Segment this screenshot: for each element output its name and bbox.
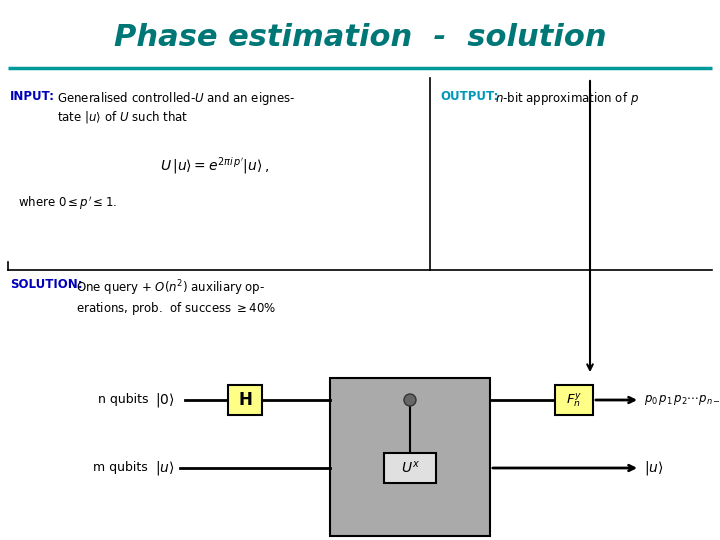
Bar <box>330 378 490 536</box>
Text: $U^x$: $U^x$ <box>400 460 420 476</box>
Text: $|u\rangle$: $|u\rangle$ <box>644 459 664 477</box>
Text: $n$-bit approximation of $p$: $n$-bit approximation of $p$ <box>495 90 639 107</box>
Text: INPUT:: INPUT: <box>10 90 55 103</box>
Text: H: H <box>238 391 252 409</box>
Text: m qubits: m qubits <box>94 462 148 475</box>
Text: $U\,|u\rangle = e^{2\pi i\,p'}|u\rangle\,,$: $U\,|u\rangle = e^{2\pi i\,p'}|u\rangle\… <box>161 155 269 176</box>
Text: Generalised controlled-$U$ and an eignes-
tate $|u\rangle$ of $U$ such that: Generalised controlled-$U$ and an eignes… <box>57 90 295 125</box>
Text: OUTPUT:: OUTPUT: <box>440 90 498 103</box>
Text: $|u\rangle$: $|u\rangle$ <box>155 459 175 477</box>
Text: SOLUTION:: SOLUTION: <box>10 278 83 291</box>
Circle shape <box>404 394 416 406</box>
Text: Phase estimation  -  solution: Phase estimation - solution <box>114 24 606 52</box>
Text: n qubits: n qubits <box>97 394 148 407</box>
Bar <box>384 453 436 483</box>
Text: where $0 \leq p' \leq 1.$: where $0 \leq p' \leq 1.$ <box>18 195 117 213</box>
Text: One query $+$ $O(n^2)$ auxiliary op-
erations, prob.  of success $\geq 40\%$: One query $+$ $O(n^2)$ auxiliary op- era… <box>76 278 276 317</box>
Bar <box>555 385 593 415</box>
Text: $|0\rangle$: $|0\rangle$ <box>155 391 175 409</box>
Text: $F_n^y$: $F_n^y$ <box>566 391 582 409</box>
Text: $p_0\,p_1\,p_2{\cdots}p_{n-1}$: $p_0\,p_1\,p_2{\cdots}p_{n-1}$ <box>644 393 720 407</box>
Bar <box>228 385 262 415</box>
